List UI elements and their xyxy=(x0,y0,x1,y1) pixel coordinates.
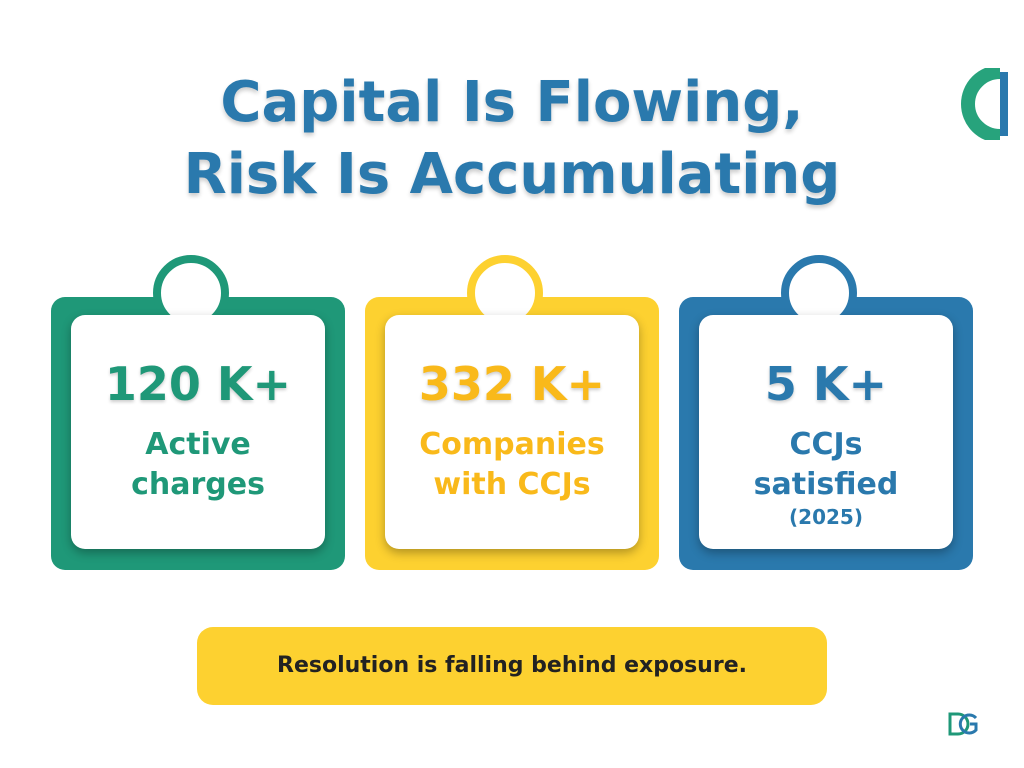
stat-label: Active xyxy=(145,427,251,462)
card-body: 5 K+ CCJs satisfied (2025) xyxy=(699,315,953,549)
card: 5 K+ CCJs satisfied (2025) xyxy=(679,255,973,570)
logo xyxy=(961,68,1008,140)
stat-label: CCJs xyxy=(789,427,863,462)
message: Resolution is falling behind exposure. xyxy=(197,627,827,705)
brand-mark xyxy=(948,712,978,736)
stat-note: (2025) xyxy=(789,505,863,529)
stat-label: charges xyxy=(131,467,265,502)
card-body: 332 K+ Companies with CCJs xyxy=(385,315,639,549)
card: 332 K+ Companies with CCJs xyxy=(365,255,659,570)
stat-label: satisfied xyxy=(753,467,899,502)
stat-label: Companies xyxy=(419,427,605,462)
card-body: 120 K+ Active charges xyxy=(71,315,325,549)
title: Risk Is Accumulating xyxy=(183,142,841,207)
stat-value: 120 K+ xyxy=(104,357,292,411)
card: 120 K+ Active charges xyxy=(51,255,345,570)
stat-value: 332 K+ xyxy=(418,357,606,411)
stat-value: 5 K+ xyxy=(764,357,888,411)
stat-label: with CCJs xyxy=(433,467,591,502)
title: Capital Is Flowing, xyxy=(220,70,804,135)
